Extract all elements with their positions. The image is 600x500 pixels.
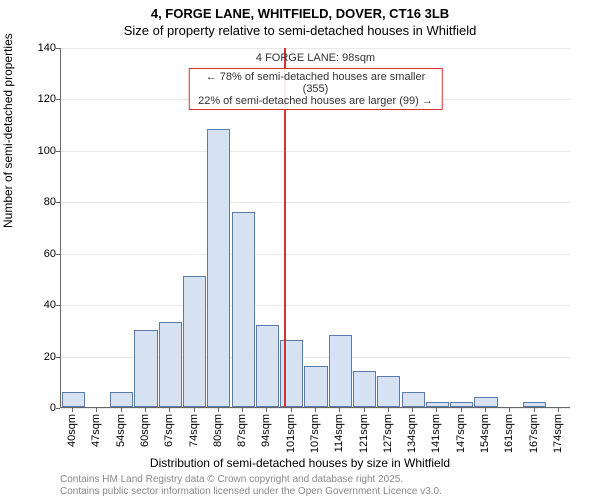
xtick-mark (509, 408, 510, 412)
histogram-bar (402, 392, 425, 407)
histogram-bar (377, 376, 400, 407)
histogram-bar (110, 392, 133, 407)
xtick-mark (291, 408, 292, 412)
xtick-label: 127sqm (382, 414, 394, 453)
xtick-mark (461, 408, 462, 412)
ytick-mark (56, 151, 60, 152)
ytick-label: 120 (16, 93, 56, 105)
ytick-mark (56, 202, 60, 203)
x-axis-label: Distribution of semi-detached houses by … (0, 456, 600, 470)
annotation-line2: 22% of semi-detached houses are larger (… (195, 95, 436, 107)
xtick-mark (436, 408, 437, 412)
histogram-chart: 4, FORGE LANE, WHITFIELD, DOVER, CT16 3L… (0, 0, 600, 500)
footer-line1: Contains HM Land Registry data © Crown c… (60, 474, 442, 486)
histogram-bar (256, 325, 279, 407)
xtick-label: 114sqm (333, 414, 345, 452)
ytick-label: 140 (16, 42, 56, 54)
xtick-label: 174sqm (552, 414, 564, 453)
xtick-label: 47sqm (90, 414, 102, 447)
gridline-h (61, 254, 570, 255)
histogram-bar (329, 335, 352, 407)
chart-title-block: 4, FORGE LANE, WHITFIELD, DOVER, CT16 3L… (0, 6, 600, 38)
xtick-mark (96, 408, 97, 412)
histogram-bar (474, 397, 497, 407)
xtick-label: 107sqm (309, 414, 321, 453)
xtick-label: 94sqm (260, 414, 272, 447)
histogram-bar (523, 402, 546, 407)
ytick-label: 0 (16, 402, 56, 414)
gridline-h (61, 305, 570, 306)
histogram-bar (134, 330, 157, 407)
xtick-label: 141sqm (430, 414, 442, 453)
xtick-mark (364, 408, 365, 412)
xtick-mark (388, 408, 389, 412)
histogram-bar (207, 129, 230, 407)
xtick-mark (412, 408, 413, 412)
xtick-label: 101sqm (285, 414, 297, 453)
annotation-box: ← 78% of semi-detached houses are smalle… (188, 68, 443, 110)
xtick-label: 54sqm (115, 414, 127, 447)
xtick-mark (558, 408, 559, 412)
xtick-mark (145, 408, 146, 412)
xtick-mark (339, 408, 340, 412)
xtick-mark (218, 408, 219, 412)
footer-line2: Contains public sector information licen… (60, 486, 442, 498)
ytick-mark (56, 48, 60, 49)
ytick-mark (56, 254, 60, 255)
ytick-mark (56, 99, 60, 100)
xtick-label: 74sqm (188, 414, 200, 447)
xtick-label: 161sqm (503, 414, 515, 453)
histogram-bar (426, 402, 449, 407)
xtick-label: 80sqm (212, 414, 224, 447)
chart-title-line1: 4, FORGE LANE, WHITFIELD, DOVER, CT16 3L… (0, 6, 600, 21)
xtick-label: 167sqm (528, 414, 540, 453)
xtick-label: 40sqm (66, 414, 78, 447)
ytick-label: 100 (16, 145, 56, 157)
chart-footer: Contains HM Land Registry data © Crown c… (60, 474, 442, 498)
histogram-bar (183, 276, 206, 407)
y-axis-label: Number of semi-detached properties (1, 33, 15, 228)
histogram-bar (450, 402, 473, 407)
chart-title-line2: Size of property relative to semi-detach… (0, 23, 600, 38)
xtick-mark (194, 408, 195, 412)
annotation-title: 4 FORGE LANE: 98sqm (61, 52, 570, 64)
xtick-label: 60sqm (139, 414, 151, 447)
xtick-mark (485, 408, 486, 412)
xtick-mark (266, 408, 267, 412)
histogram-bar (62, 392, 85, 407)
histogram-bar (232, 212, 255, 407)
annotation-line1: ← 78% of semi-detached houses are smalle… (195, 71, 436, 95)
xtick-label: 87sqm (236, 414, 248, 447)
ytick-label: 60 (16, 248, 56, 260)
xtick-mark (242, 408, 243, 412)
xtick-label: 154sqm (479, 414, 491, 453)
ytick-label: 40 (16, 299, 56, 311)
xtick-mark (315, 408, 316, 412)
xtick-mark (72, 408, 73, 412)
gridline-h (61, 202, 570, 203)
ytick-mark (56, 305, 60, 306)
xtick-mark (534, 408, 535, 412)
ytick-label: 80 (16, 196, 56, 208)
xtick-label: 147sqm (455, 414, 467, 453)
histogram-bar (353, 371, 376, 407)
histogram-bar (304, 366, 327, 407)
xtick-mark (169, 408, 170, 412)
histogram-bar (159, 322, 182, 407)
ytick-mark (56, 357, 60, 358)
ytick-mark (56, 408, 60, 409)
xtick-label: 134sqm (406, 414, 418, 453)
xtick-mark (121, 408, 122, 412)
gridline-h (61, 48, 570, 49)
gridline-h (61, 151, 570, 152)
plot-area: 4 FORGE LANE: 98sqm ← 78% of semi-detache… (60, 48, 570, 408)
ytick-label: 20 (16, 351, 56, 363)
xtick-label: 67sqm (163, 414, 175, 447)
xtick-label: 121sqm (358, 414, 370, 453)
